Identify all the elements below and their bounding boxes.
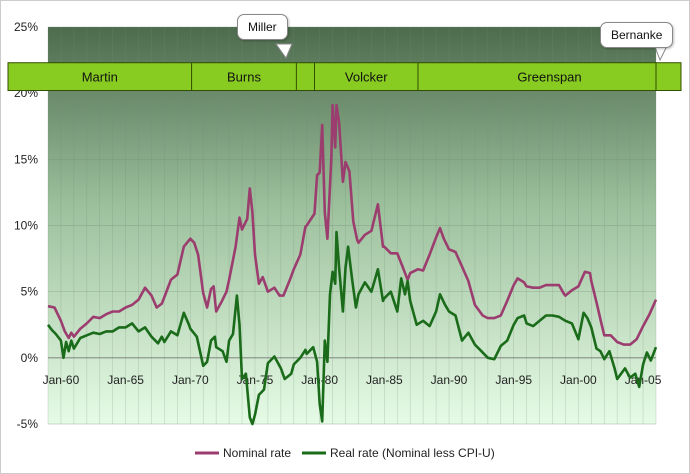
y-tick-label: 10% xyxy=(14,219,38,233)
chair-band: Martin Burns Volcker Greenspan xyxy=(7,62,682,92)
y-tick-label: 0% xyxy=(21,351,39,365)
legend-nominal-label: Nominal rate xyxy=(223,446,291,460)
miller-pointer xyxy=(275,43,293,60)
x-tick-label: Jan-95 xyxy=(495,373,532,387)
series-nominal-line xyxy=(47,103,658,346)
chair-label-greenspan: Greenspan xyxy=(517,70,581,85)
x-tick-label: Jan-80 xyxy=(301,373,338,387)
x-axis-ticks: Jan-60 Jan-65 Jan-70 Jan-75 Jan-80 Jan-85 Jan-… xyxy=(43,373,662,387)
x-tick-label: Jan-65 xyxy=(107,373,144,387)
y-axis-ticks: 25%20%15%10%5%0%-5% xyxy=(14,20,38,431)
chair-band-bar xyxy=(7,62,682,92)
x-tick-label: Jan-00 xyxy=(560,373,597,387)
x-tick-label: Jan-05 xyxy=(625,373,662,387)
y-tick-label: 5% xyxy=(21,285,39,299)
bernanke-callout: Bernanke xyxy=(600,22,674,48)
series-lines xyxy=(46,103,658,426)
legend: Nominal rate Real rate (Nominal less CPI… xyxy=(195,446,495,460)
y-tick-label: 25% xyxy=(14,20,38,34)
chair-label-volcker: Volcker xyxy=(345,70,388,85)
x-tick-label: Jan-60 xyxy=(43,373,80,387)
x-tick-label: Jan-85 xyxy=(366,373,403,387)
chair-label-burns: Burns xyxy=(227,70,261,85)
y-tick-label: -5% xyxy=(17,417,39,431)
miller-callout: Miller xyxy=(237,14,288,40)
chair-label-martin: Martin xyxy=(82,70,118,85)
y-tick-label: 15% xyxy=(14,152,38,166)
legend-real-label: Real rate (Nominal less CPI-U) xyxy=(330,446,495,460)
x-tick-label: Jan-70 xyxy=(172,373,209,387)
series-real-line xyxy=(46,230,658,426)
x-tick-label: Jan-90 xyxy=(431,373,468,387)
